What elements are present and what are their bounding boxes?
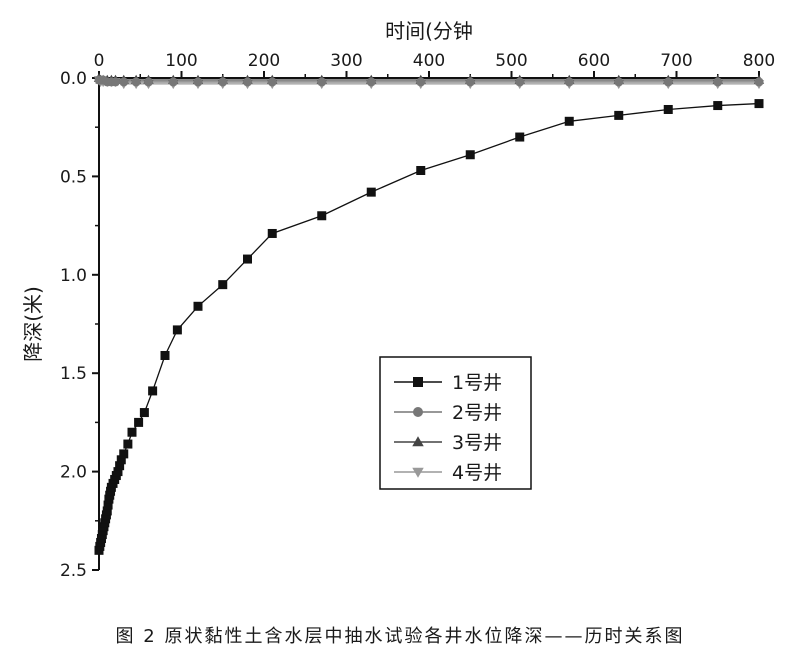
legend-marker [412, 436, 424, 447]
data-point [317, 77, 327, 87]
series-1 [94, 99, 764, 555]
x-tick-label: 800 [743, 51, 775, 71]
data-point [127, 427, 137, 437]
data-point [119, 449, 129, 459]
data-point [113, 467, 123, 477]
data-point [123, 439, 133, 449]
data-point [134, 417, 144, 427]
data-point [614, 77, 624, 87]
data-point [243, 254, 252, 264]
legend-label: 1号井 [452, 372, 502, 394]
legend-item: 3号井 [394, 432, 502, 454]
data-point [131, 77, 141, 87]
data-point [193, 301, 203, 311]
data-point [102, 506, 112, 516]
data-point [111, 77, 120, 87]
data-point [663, 77, 673, 87]
data-point [144, 77, 153, 87]
data-point [139, 408, 149, 418]
data-point [103, 500, 113, 510]
y-tick-label: 0.5 [60, 167, 87, 187]
x-axis-title: 时间(分钟 [385, 19, 473, 43]
legend-marker [412, 467, 424, 478]
series-2 [94, 75, 764, 87]
legend-marker [413, 377, 423, 387]
data-point [172, 325, 182, 335]
y-tick-label: 2.0 [60, 463, 87, 483]
data-point [366, 77, 376, 87]
legend-label: 4号井 [452, 462, 502, 484]
legend-label: 3号井 [452, 432, 502, 454]
data-point [416, 165, 426, 175]
figure-caption: 图 2 原状黏性土含水层中抽水试验各井水位降深——历时关系图 [115, 626, 685, 647]
axis-ticks: 0 100 200 300 400 500 600 700 800 0.0 0.5 1.0 1.5 2.0… [60, 51, 775, 581]
data-point [119, 77, 129, 87]
data-point [416, 77, 426, 87]
legend-box [379, 356, 532, 490]
data-point [564, 116, 574, 126]
data-point [713, 77, 723, 87]
y-axis-title: 降深(米) [21, 286, 45, 362]
x-tick-label: 500 [495, 51, 527, 71]
x-tick-label: 100 [165, 51, 197, 71]
axis-frame [98, 77, 759, 570]
y-tick-label: 1.5 [60, 364, 87, 384]
data-point [168, 77, 178, 87]
data-point [713, 101, 723, 111]
legend: 1号井 2号井 3号井 4号井 [379, 356, 532, 490]
data-point [515, 77, 525, 87]
data-point [614, 110, 624, 120]
data-point [515, 132, 525, 142]
data-point [754, 77, 764, 87]
x-tick-label: 600 [578, 51, 610, 71]
data-point [193, 77, 203, 87]
data-point [317, 211, 327, 221]
x-tick-label: 0 [94, 51, 105, 71]
data-point [465, 77, 475, 87]
x-tick-label: 300 [330, 51, 362, 71]
y-tick-label: 0.0 [60, 69, 87, 89]
y-tick-label: 1.0 [60, 266, 87, 286]
legend-label: 2号井 [452, 402, 502, 424]
x-tick-label: 200 [248, 51, 280, 71]
data-point [148, 386, 158, 396]
legend-item: 1号井 [394, 372, 502, 394]
drawdown-chart: 0 100 200 300 400 500 600 700 800 0.0 0.5 1.0 1.5 2.0… [21, 19, 775, 581]
x-tick-label: 400 [413, 51, 445, 71]
data-point [366, 187, 376, 197]
y-tick-label: 2.5 [60, 561, 87, 581]
data-point [754, 99, 764, 109]
plot-series [93, 72, 765, 555]
x-tick-label: 700 [660, 51, 692, 71]
data-point [116, 455, 126, 465]
data-point [465, 150, 475, 160]
legend-item: 4号井 [394, 462, 502, 484]
data-point [663, 104, 673, 114]
data-point [115, 461, 125, 471]
data-point [564, 77, 574, 87]
legend-marker [413, 407, 423, 417]
data-point [267, 77, 277, 87]
legend-item: 2号井 [394, 402, 502, 424]
data-point [267, 228, 277, 238]
data-point [160, 350, 170, 360]
data-point [218, 77, 228, 87]
data-point [218, 280, 228, 290]
data-point [243, 77, 252, 87]
